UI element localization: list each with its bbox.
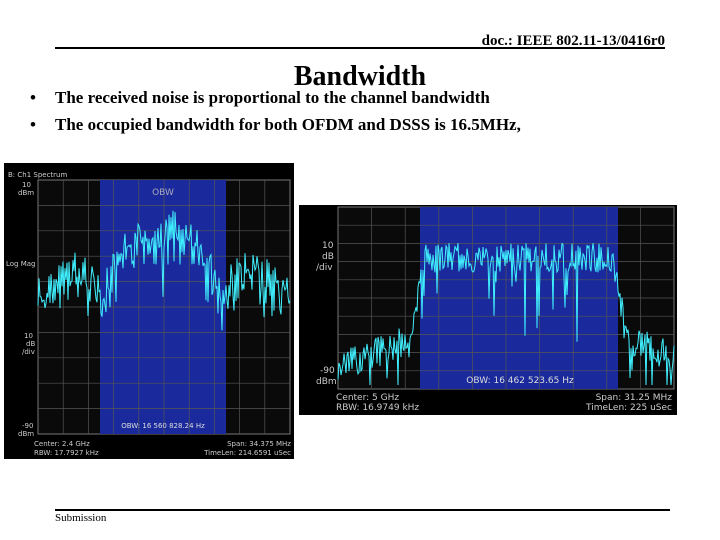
label: /div (316, 263, 333, 273)
label: 10 (322, 241, 334, 251)
left-spectrum: B: Ch1 Spectrum 10 dBm Log Mag 10 dB /di… (4, 163, 294, 459)
label: dBm (18, 189, 34, 197)
label: RBW: 17.7927 kHz (34, 449, 99, 457)
band-label: OBW (152, 188, 174, 198)
footer-label: Submission (55, 512, 107, 524)
label: Span: 31.25 MHz (596, 393, 673, 403)
label: Span: 34.375 MHz (227, 440, 291, 448)
obw-readout: OBW: 16 560 828.24 Hz (121, 422, 205, 430)
label: Center: 5 GHz (336, 393, 399, 403)
label: 10 (24, 332, 33, 340)
label: 10 (22, 181, 31, 189)
label: Center: 2.4 GHz (34, 440, 90, 448)
bullet: The occupied bandwidth for both OFDM and… (55, 115, 521, 134)
label: Log Mag (6, 260, 36, 268)
label: /div (22, 348, 35, 356)
label: TimeLen: 225 uSec (585, 403, 672, 413)
slide-title: Bandwidth (294, 61, 427, 92)
doc-id: doc.: IEEE 802.11-13/0416r0 (482, 33, 665, 49)
label: dB (26, 340, 35, 348)
obw-readout: OBW: 16 462 523.65 Hz (466, 376, 574, 386)
label: RBW: 16.9749 kHz (336, 403, 419, 413)
trace (37, 210, 291, 331)
label: -90 (22, 422, 33, 430)
bullet-dot: • (30, 88, 36, 107)
label: B: Ch1 Spectrum (8, 171, 67, 179)
bullet-dot: • (30, 115, 36, 134)
label: dBm (316, 377, 337, 387)
label: dBm (18, 430, 34, 438)
right-spectrum: 10 dB /div -90 dBm OBW: 16 462 523.65 Hz… (299, 205, 677, 415)
bullet: The received noise is proportional to th… (55, 88, 490, 107)
label: dB (322, 252, 334, 262)
trace (337, 242, 675, 386)
label: TimeLen: 214.6591 uSec (203, 449, 291, 457)
label: -90 (320, 366, 335, 376)
